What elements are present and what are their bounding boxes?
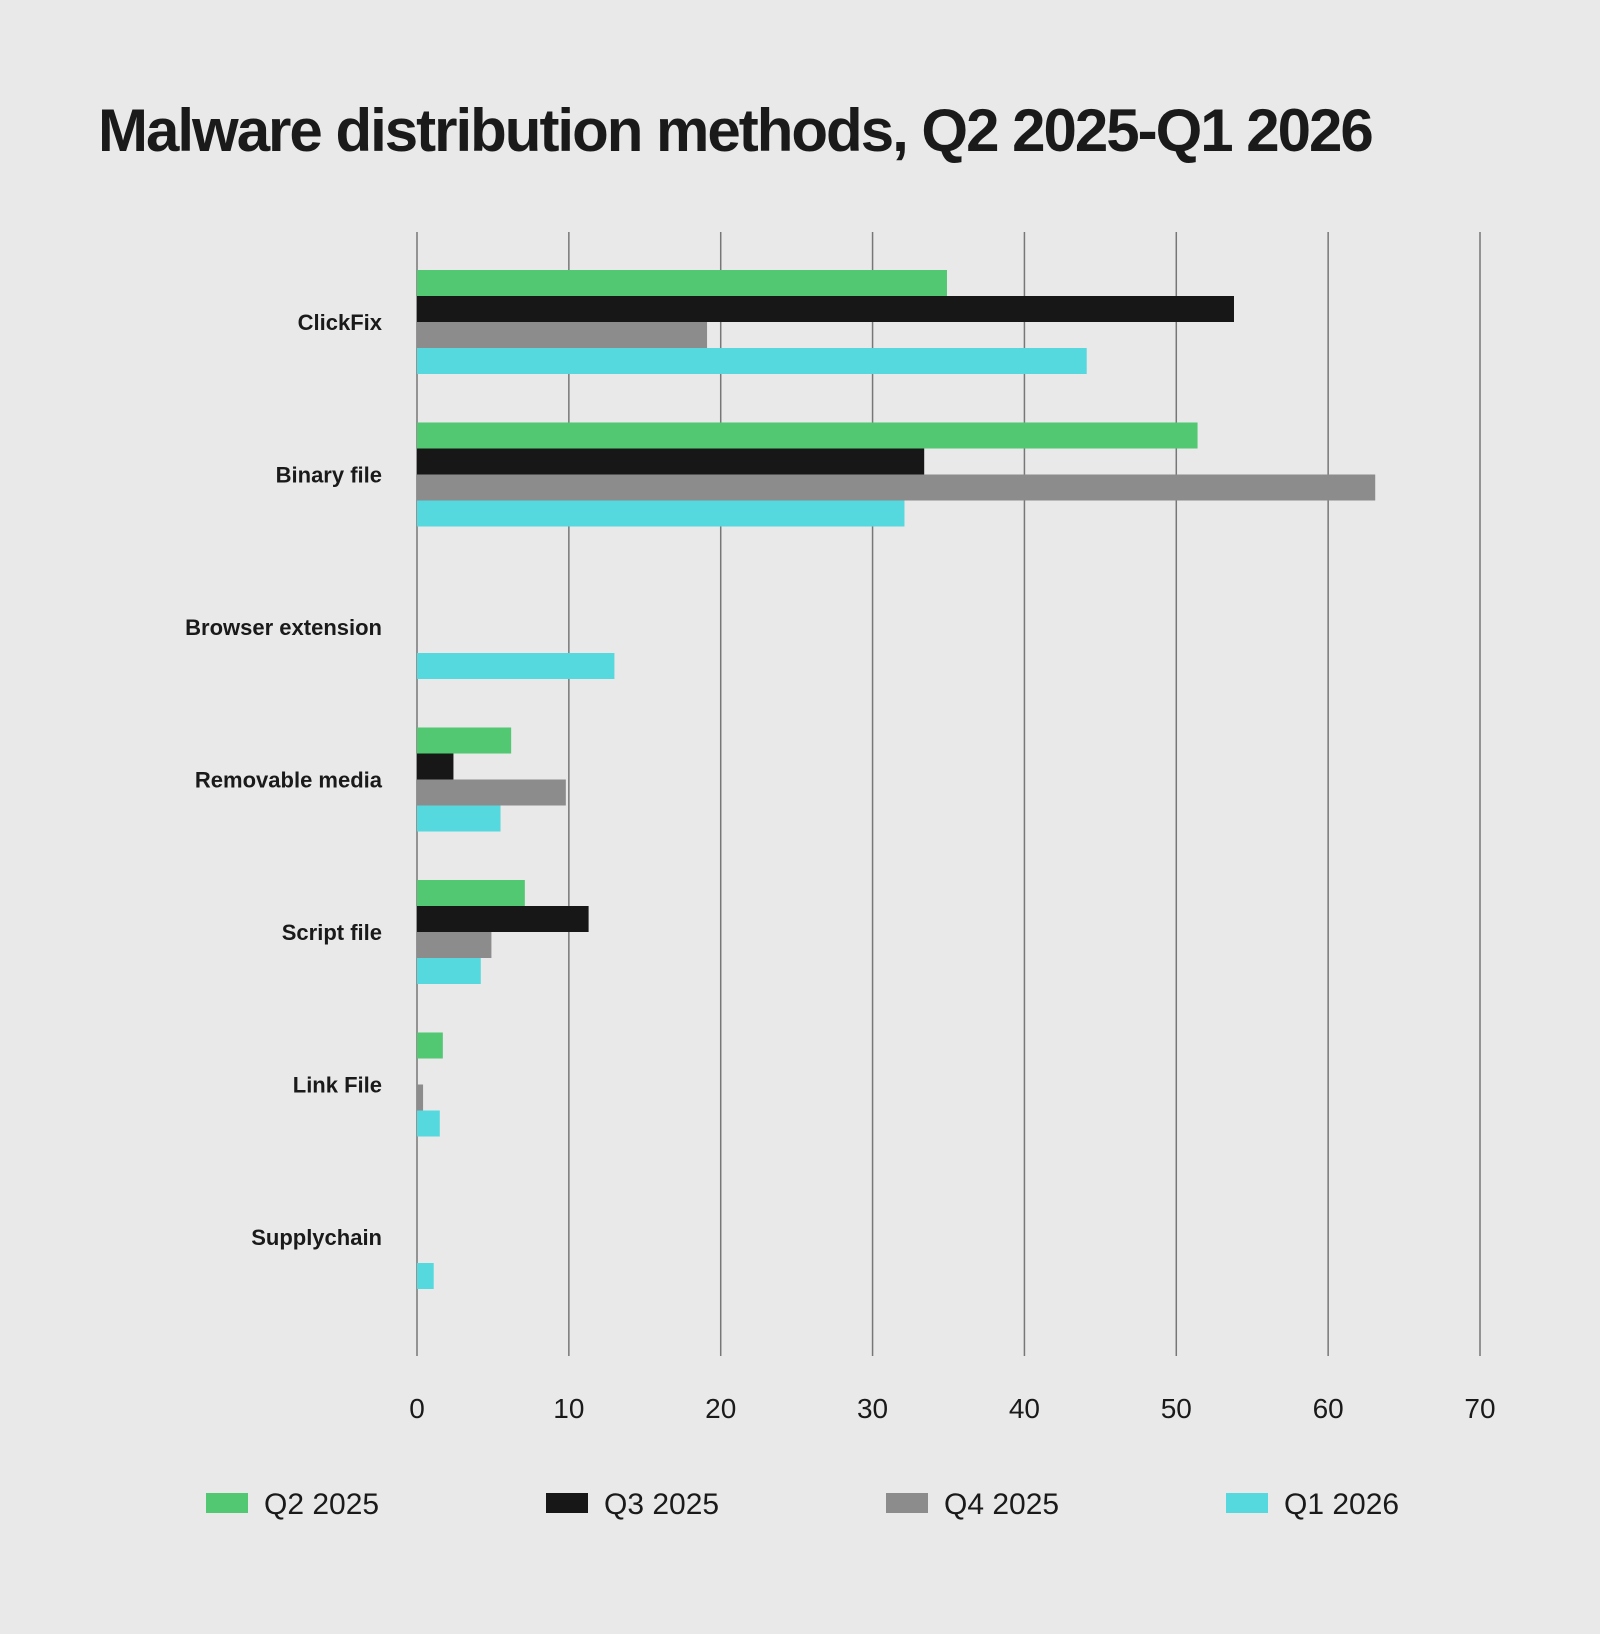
bar xyxy=(417,727,512,754)
x-tick-label: 70 xyxy=(1464,1393,1495,1424)
gridlines xyxy=(416,232,1481,1356)
x-tick-label: 50 xyxy=(1161,1393,1192,1424)
x-tick-label: 0 xyxy=(409,1393,425,1424)
bar xyxy=(417,1263,434,1289)
category-label: Link File xyxy=(293,1073,382,1098)
x-tick-label: 40 xyxy=(1009,1393,1040,1424)
bar xyxy=(417,1032,443,1059)
chart-title: Malware distribution methods, Q2 2025-Q1… xyxy=(98,97,1374,164)
bar xyxy=(417,958,481,984)
bar xyxy=(417,779,566,806)
legend-swatch xyxy=(886,1493,928,1513)
legend-label: Q1 2026 xyxy=(1284,1488,1399,1521)
bar xyxy=(417,653,615,679)
bar xyxy=(417,474,1376,501)
x-tick-label: 20 xyxy=(705,1393,736,1424)
bar xyxy=(417,500,905,527)
x-tick-labels: 0 10 20 30 40 50 60 70 xyxy=(409,1393,1495,1424)
bar xyxy=(417,906,589,932)
category-label: Browser extension xyxy=(185,615,382,640)
bar xyxy=(417,448,925,475)
bar xyxy=(417,1110,440,1137)
bar xyxy=(417,753,454,780)
legend-label: Q2 2025 xyxy=(264,1488,379,1521)
category-label: Binary file xyxy=(276,463,382,488)
bar xyxy=(417,932,492,958)
legend: Q2 2025 Q3 2025 Q4 2025 Q1 2026 xyxy=(206,1488,1399,1521)
bar xyxy=(417,296,1234,322)
category-label: Supplychain xyxy=(251,1225,382,1250)
x-tick-label: 10 xyxy=(553,1393,584,1424)
bar xyxy=(417,805,501,832)
category-label: Script file xyxy=(282,920,382,945)
x-tick-label: 60 xyxy=(1313,1393,1344,1424)
bar xyxy=(417,322,708,348)
bar xyxy=(417,1084,424,1111)
bar xyxy=(417,422,1198,449)
category-label: Removable media xyxy=(195,768,383,793)
legend-label: Q3 2025 xyxy=(604,1488,719,1521)
x-tick-label: 30 xyxy=(857,1393,888,1424)
bar xyxy=(417,270,947,296)
bar xyxy=(417,880,525,906)
bars xyxy=(417,270,1376,1289)
legend-swatch xyxy=(1226,1493,1268,1513)
category-labels: ClickFix Binary file Browser extension Remo… xyxy=(185,310,383,1250)
legend-label: Q4 2025 xyxy=(944,1488,1059,1521)
category-label: ClickFix xyxy=(298,310,383,335)
legend-swatch xyxy=(206,1493,248,1513)
legend-swatch xyxy=(546,1493,588,1513)
bar xyxy=(417,348,1087,374)
